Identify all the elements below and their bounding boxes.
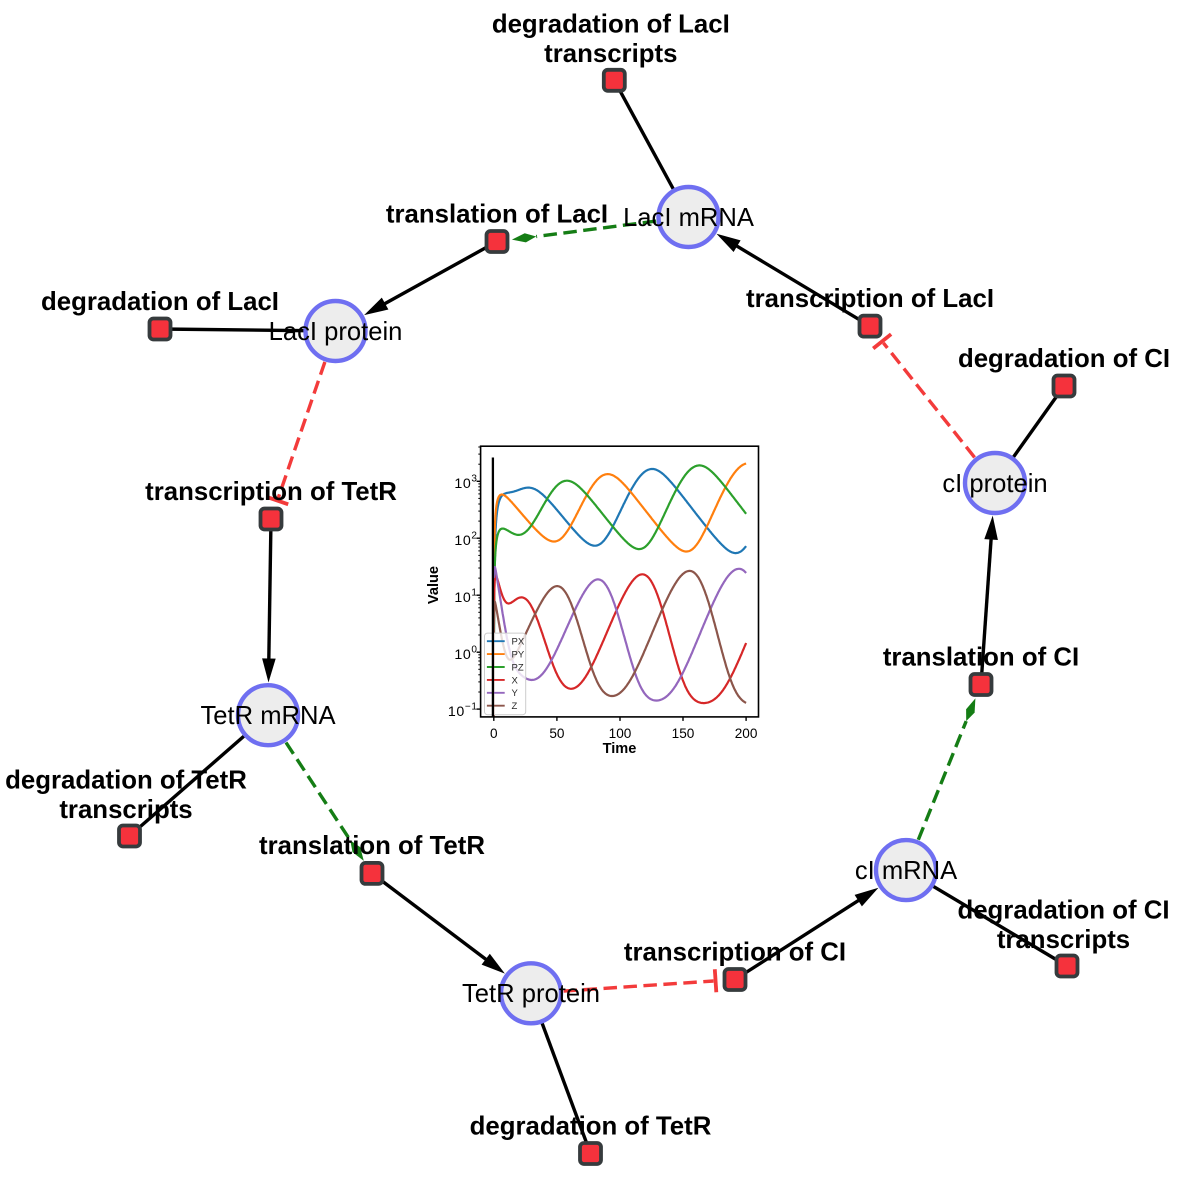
svg-text:PZ: PZ bbox=[512, 662, 524, 673]
svg-text:transcripts: transcripts bbox=[59, 796, 192, 824]
svg-text:Y: Y bbox=[512, 688, 519, 699]
svg-text:103: 103 bbox=[454, 474, 477, 493]
svg-text:50: 50 bbox=[549, 726, 565, 741]
svg-text:101: 101 bbox=[454, 588, 477, 607]
svg-text:X: X bbox=[512, 675, 519, 686]
svg-text:PX: PX bbox=[512, 637, 525, 648]
svg-text:transcription of CI: transcription of CI bbox=[624, 938, 846, 966]
svg-text:degradation of TetR: degradation of TetR bbox=[5, 766, 247, 794]
svg-text:transcripts: transcripts bbox=[997, 926, 1130, 954]
svg-text:10−1: 10−1 bbox=[448, 702, 478, 721]
svg-text:degradation of CI: degradation of CI bbox=[958, 345, 1170, 373]
svg-text:LacI mRNA: LacI mRNA bbox=[623, 204, 755, 232]
svg-text:translation of LacI: translation of LacI bbox=[386, 200, 608, 228]
svg-text:200: 200 bbox=[735, 726, 758, 741]
svg-text:translation of CI: translation of CI bbox=[883, 643, 1079, 671]
svg-text:Time: Time bbox=[603, 741, 637, 757]
svg-text:degradation of LacI: degradation of LacI bbox=[492, 11, 730, 39]
svg-text:100: 100 bbox=[454, 645, 477, 664]
svg-text:cI mRNA: cI mRNA bbox=[855, 857, 958, 885]
svg-text:PY: PY bbox=[512, 650, 525, 661]
svg-text:Z: Z bbox=[512, 701, 518, 712]
svg-text:100: 100 bbox=[609, 726, 632, 741]
svg-text:degradation of LacI: degradation of LacI bbox=[41, 288, 279, 316]
svg-text:degradation of CI: degradation of CI bbox=[957, 896, 1169, 924]
svg-text:TetR mRNA: TetR mRNA bbox=[200, 702, 336, 730]
svg-text:TetR protein: TetR protein bbox=[462, 980, 600, 1008]
svg-text:translation of TetR: translation of TetR bbox=[259, 832, 485, 860]
svg-text:cI protein: cI protein bbox=[942, 470, 1047, 498]
svg-text:0: 0 bbox=[490, 726, 498, 741]
svg-text:150: 150 bbox=[672, 726, 695, 741]
svg-text:transcription of LacI: transcription of LacI bbox=[746, 285, 994, 313]
svg-text:102: 102 bbox=[454, 531, 477, 550]
svg-text:Value: Value bbox=[426, 566, 442, 604]
svg-text:LacI protein: LacI protein bbox=[269, 318, 403, 346]
svg-text:degradation of TetR: degradation of TetR bbox=[470, 1112, 712, 1140]
svg-text:transcription of TetR: transcription of TetR bbox=[145, 478, 397, 506]
svg-text:transcripts: transcripts bbox=[544, 40, 677, 68]
